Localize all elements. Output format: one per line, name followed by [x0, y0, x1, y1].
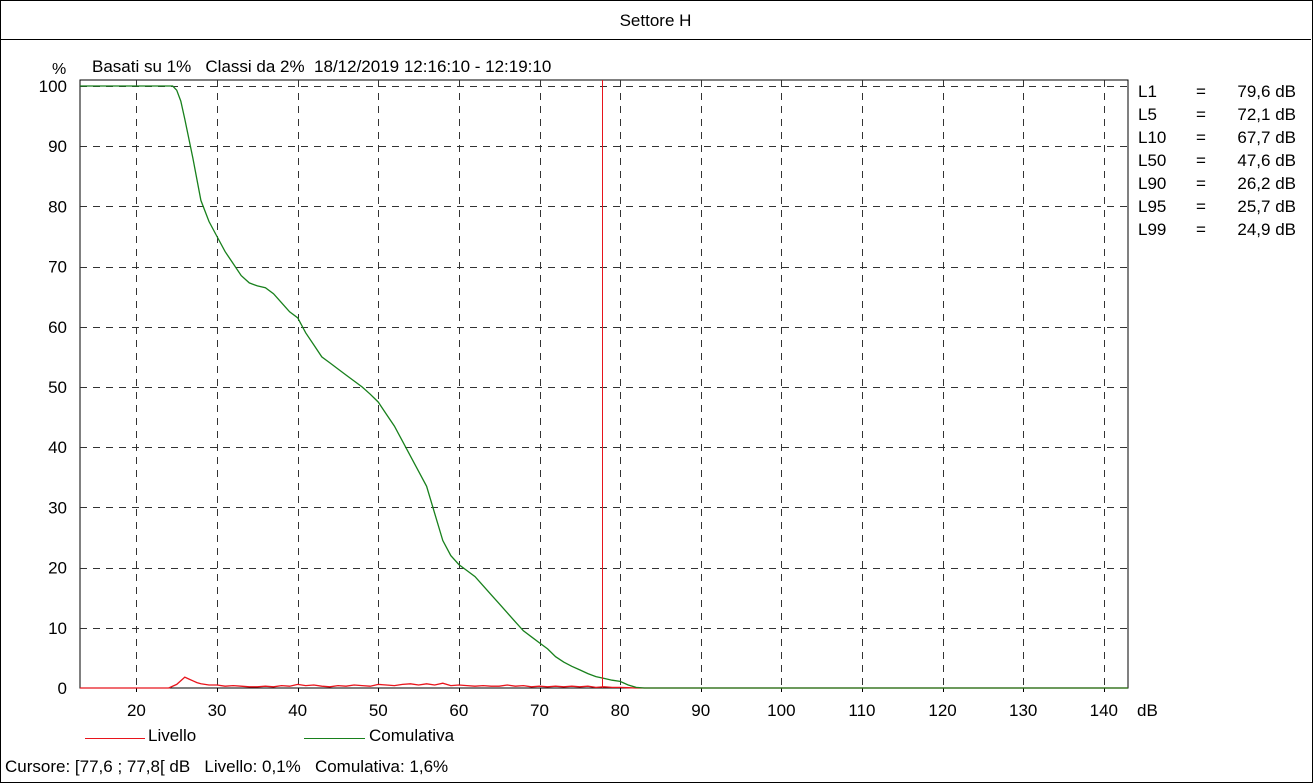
stat-equals: = [1196, 105, 1206, 124]
x-tick-label-90: 90 [691, 701, 710, 720]
y-tick-label-10: 10 [48, 619, 67, 638]
y-tick-label-90: 90 [48, 137, 67, 156]
stat-row-l99: L99 = 24,9 dB [1138, 218, 1308, 241]
stat-name: L95 [1138, 197, 1167, 216]
stat-equals: = [1196, 220, 1206, 239]
stat-equals: = [1196, 151, 1206, 170]
x-tick-label-30: 30 [208, 701, 227, 720]
legend-comulativa-swatch [304, 738, 365, 739]
x-tick-label-110: 110 [848, 701, 875, 720]
legend-livello-label: Livello [148, 726, 197, 745]
cursor-readout: Cursore: [77,6 ; 77,8[ dB Livello: 0,1% … [5, 757, 449, 776]
stat-name: L99 [1138, 220, 1167, 239]
stat-equals: = [1196, 174, 1206, 193]
y-tick-label-40: 40 [48, 438, 67, 457]
y-tick-label-70: 70 [48, 258, 67, 277]
x-tick-label-60: 60 [449, 701, 468, 720]
stat-row-l1: L1 = 79,6 dB [1138, 80, 1308, 103]
chart-header-info: Basati su 1% Classi da 2% 18/12/2019 12:… [92, 57, 552, 76]
y-tick-label-20: 20 [48, 559, 67, 578]
x-tick-label-120: 120 [928, 701, 956, 720]
y-axis-label: % [52, 61, 67, 78]
x-tick-label-70: 70 [530, 701, 549, 720]
stat-row-l10: L10 = 67,7 dB [1138, 126, 1308, 149]
x-tick-label-20: 20 [127, 701, 146, 720]
stat-name: L1 [1138, 82, 1157, 101]
x-tick-label-80: 80 [611, 701, 630, 720]
y-tick-label-100: 100 [39, 77, 67, 96]
stat-name: L90 [1138, 174, 1167, 193]
x-tick-label-50: 50 [369, 701, 388, 720]
y-tick-label-50: 50 [48, 378, 67, 397]
title-bar: Settore H [0, 0, 1311, 40]
stat-equals: = [1196, 197, 1206, 216]
x-axis-label: dB [1137, 701, 1158, 720]
stat-value: 72,1 dB [1237, 105, 1296, 124]
stat-name: L5 [1138, 105, 1157, 124]
x-tick-label-100: 100 [767, 701, 795, 720]
stat-value: 79,6 dB [1237, 82, 1296, 101]
y-tick-label-0: 0 [58, 679, 67, 698]
y-tick-label-30: 30 [48, 498, 67, 517]
stat-row-l90: L90 = 26,2 dB [1138, 172, 1308, 195]
series-line-livello [80, 676, 1128, 689]
stat-row-l50: L50 = 47,6 dB [1138, 149, 1308, 172]
stat-equals: = [1196, 82, 1206, 101]
stats-panel: L1 = 79,6 dB L5 = 72,1 dB L10 = 67,7 dB L50 = 47,6 … [1138, 80, 1308, 241]
stat-row-l95: L95 = 25,7 dB [1138, 195, 1308, 218]
stat-name: L10 [1138, 128, 1167, 147]
stat-value: 24,9 dB [1237, 220, 1296, 239]
stat-value: 25,7 dB [1237, 197, 1296, 216]
series-line-comulativa [80, 85, 1128, 689]
y-tick-label-80: 80 [48, 197, 67, 216]
stat-value: 67,7 dB [1237, 128, 1296, 147]
x-tick-label-130: 130 [1009, 701, 1037, 720]
stat-row-l5: L5 = 72,1 dB [1138, 103, 1308, 126]
stat-equals: = [1196, 128, 1206, 147]
legend-comulativa-label: Comulativa [369, 726, 455, 745]
y-tick-label-60: 60 [48, 318, 67, 337]
plot-area-border [79, 79, 1129, 689]
chart-title: Settore H [619, 11, 692, 30]
legend-livello-swatch [85, 738, 145, 739]
stat-name: L50 [1138, 151, 1167, 170]
stat-value: 26,2 dB [1237, 174, 1296, 193]
stat-value: 47,6 dB [1237, 151, 1296, 170]
x-tick-label-140: 140 [1090, 701, 1118, 720]
x-tick-label-40: 40 [288, 701, 307, 720]
